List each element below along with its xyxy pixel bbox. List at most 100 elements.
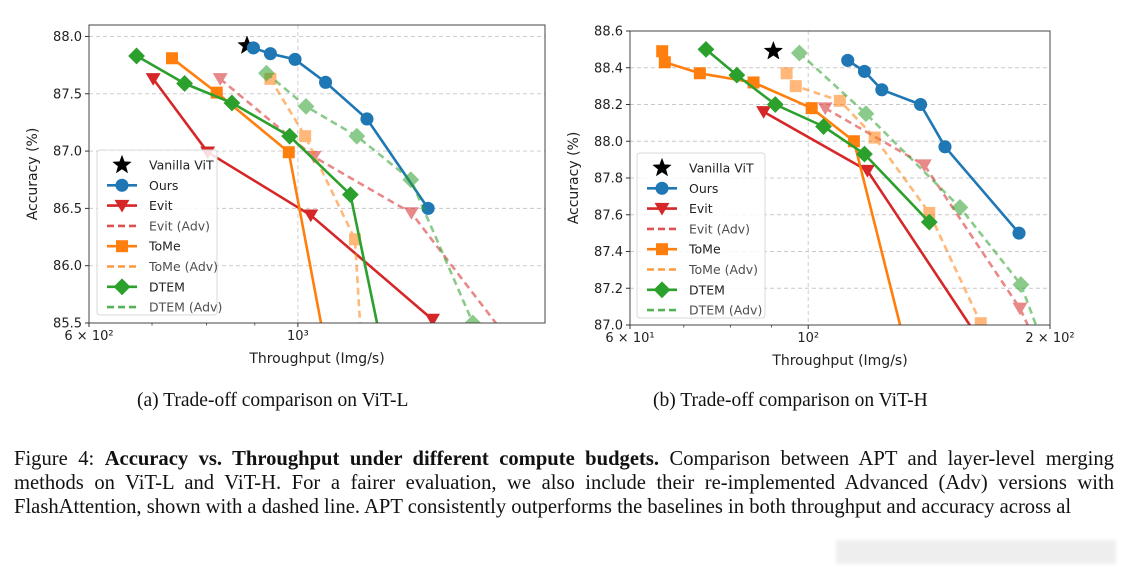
legend-entry: Ours bbox=[647, 181, 718, 196]
series-line bbox=[824, 107, 1030, 325]
data-point bbox=[857, 64, 872, 78]
legend-label: Evit (Adv) bbox=[149, 218, 210, 233]
legend-entry: ToMe bbox=[107, 239, 181, 254]
figure-background bbox=[0, 0, 560, 380]
series-line bbox=[219, 77, 498, 323]
data-point bbox=[402, 171, 420, 189]
legend-label: Ours bbox=[689, 181, 718, 196]
legend-entry: Ours bbox=[107, 178, 178, 193]
data-point bbox=[281, 127, 299, 145]
data-point bbox=[817, 102, 833, 116]
data-point bbox=[857, 105, 875, 123]
data-point bbox=[299, 130, 312, 143]
legend-label: Vanilla ViT bbox=[149, 158, 214, 173]
data-point bbox=[1012, 226, 1026, 240]
y-tick-label: 86.5 bbox=[53, 202, 82, 217]
y-tick-label: 87.8 bbox=[594, 172, 623, 187]
y-tick-label: 88.0 bbox=[594, 135, 623, 150]
data-point bbox=[914, 97, 928, 112]
series-tome-adv bbox=[780, 67, 987, 325]
series-tome bbox=[165, 52, 323, 323]
legend-entry: Vanilla ViT bbox=[112, 154, 214, 174]
x-tick-label: 6 × 10² bbox=[64, 329, 113, 344]
data-point bbox=[868, 131, 881, 144]
y-tick-label: 87.0 bbox=[53, 145, 82, 160]
series-dtem bbox=[128, 47, 379, 323]
data-point bbox=[1012, 276, 1030, 293]
data-point bbox=[938, 140, 952, 154]
data-point bbox=[297, 97, 315, 115]
legend: Vanilla ViT Ours Evit Evit (Adv) ToMe ToMe (A… bbox=[636, 152, 766, 319]
y-tick-label: 87.4 bbox=[594, 245, 623, 260]
data-point bbox=[223, 94, 241, 112]
series-dtem-adv bbox=[258, 64, 482, 323]
data-point bbox=[1012, 302, 1028, 316]
legend-entry: Vanilla ViT bbox=[652, 157, 754, 177]
data-point bbox=[282, 146, 295, 159]
legend-entry: Evit bbox=[107, 198, 173, 213]
series-evit bbox=[756, 106, 972, 325]
legend-entry: DTEM bbox=[647, 281, 725, 299]
x-tick-label: 6 × 10¹ bbox=[605, 331, 654, 346]
y-tick-label: 87.5 bbox=[53, 87, 82, 102]
data-point bbox=[974, 317, 987, 325]
legend-frame bbox=[96, 149, 218, 316]
data-point bbox=[951, 198, 969, 216]
legend-marker bbox=[112, 154, 132, 174]
series-ours bbox=[841, 53, 1026, 240]
legend-entry: DTEM (Adv) bbox=[107, 300, 222, 315]
data-point bbox=[766, 96, 784, 113]
y-axis-label: Accuracy (%) bbox=[566, 132, 582, 225]
data-point bbox=[833, 94, 846, 107]
data-point bbox=[916, 159, 932, 173]
data-point bbox=[805, 102, 818, 115]
legend: Vanilla ViT Ours Evit Evit (Adv) ToMe ToMe (A… bbox=[96, 149, 222, 316]
data-point bbox=[348, 127, 366, 145]
data-point bbox=[658, 56, 671, 69]
data-point bbox=[656, 45, 669, 58]
y-tick-label: 88.2 bbox=[594, 98, 623, 113]
figure-caption: Figure 4: Accuracy vs. Throughput under … bbox=[14, 447, 1114, 520]
plot-area bbox=[128, 35, 498, 323]
legend-label: DTEM bbox=[689, 282, 725, 297]
y-tick-label: 86.0 bbox=[53, 259, 82, 274]
legend-label: Vanilla ViT bbox=[689, 161, 754, 176]
data-point bbox=[425, 313, 441, 323]
y-tick-label: 87.0 bbox=[594, 319, 623, 334]
legend-label: Evit bbox=[689, 201, 713, 216]
data-point bbox=[212, 73, 228, 86]
legend-marker bbox=[115, 178, 129, 192]
y-tick-label: 87.6 bbox=[594, 208, 623, 223]
x-tick-label: 10³ bbox=[287, 329, 309, 344]
legend-marker bbox=[113, 278, 131, 296]
data-point bbox=[303, 209, 319, 223]
data-point bbox=[920, 213, 938, 231]
data-point bbox=[288, 52, 302, 66]
series-vanilla-vit bbox=[763, 40, 784, 60]
legend-label: DTEM (Adv) bbox=[689, 303, 762, 318]
subcaption-a: (a) Trade-off comparison on ViT-L bbox=[137, 390, 409, 411]
legend-label: Evit bbox=[149, 198, 173, 213]
caption-bold-title: Accuracy vs. Throughput under different … bbox=[104, 448, 659, 470]
data-point bbox=[341, 186, 359, 204]
caption-text: Comparison between APT and layer-level m… bbox=[14, 448, 1114, 519]
series-line bbox=[705, 48, 931, 223]
data-point bbox=[859, 164, 875, 178]
y-tick-label: 88.0 bbox=[53, 30, 82, 45]
series-evit-adv bbox=[817, 102, 1030, 325]
legend-marker bbox=[654, 202, 670, 216]
y-tick-label: 88.4 bbox=[594, 61, 623, 76]
legend-marker bbox=[114, 199, 130, 213]
legend-entry: Evit (Adv) bbox=[647, 221, 750, 236]
data-point bbox=[464, 314, 482, 323]
series-line bbox=[152, 78, 434, 321]
x-tick-label: 10² bbox=[797, 331, 819, 346]
legend-label: ToMe bbox=[688, 242, 721, 257]
data-point bbox=[789, 80, 802, 93]
caption-label: Figure 4: bbox=[14, 448, 95, 470]
legend-marker bbox=[655, 181, 669, 195]
legend-entry: Evit bbox=[647, 201, 713, 216]
plot-area bbox=[656, 40, 1038, 325]
data-point bbox=[319, 75, 333, 89]
data-point bbox=[210, 86, 223, 99]
